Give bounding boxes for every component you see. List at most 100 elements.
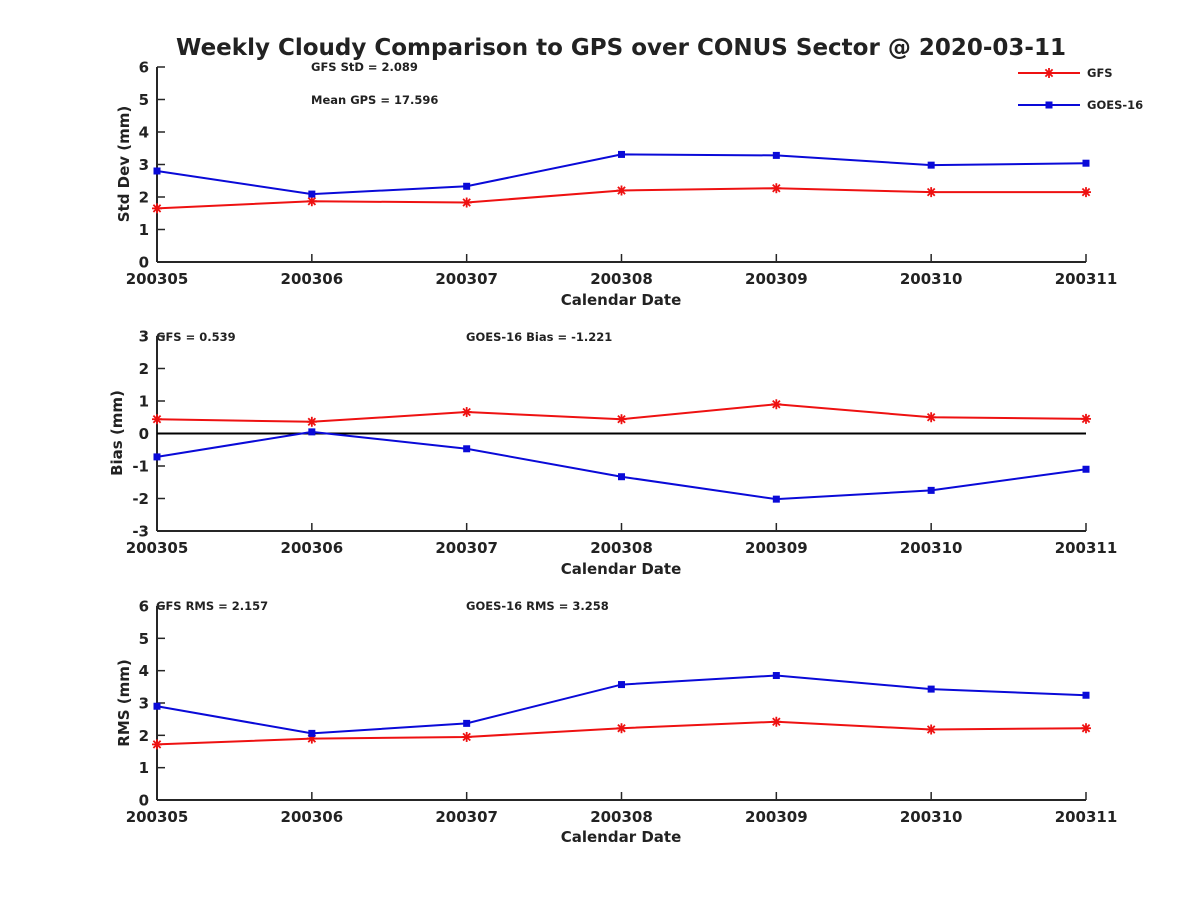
rms-plot: 0 1 2 3 4 5 6 200305 200306 200307 200308 200309 200…: [126, 598, 1118, 827]
mean-gps-annotation: Mean GPS = 17.596: [311, 93, 438, 107]
std-dev-gfs-point: [926, 187, 937, 198]
bias-gfs-point-stroke: [772, 400, 781, 409]
std-dev-gfs-point-stroke: [307, 196, 317, 206]
std-dev-goes-16-point: [618, 150, 625, 158]
std-dev-goes-16-point: [927, 161, 935, 169]
rms-goes-16-point: [927, 685, 935, 693]
rms-gfs-point-stroke: [772, 717, 781, 726]
rms-gfs-point: [926, 724, 937, 735]
bias-gfs-point: [461, 407, 472, 418]
std-dev-xlabel: Calendar Date: [561, 291, 682, 309]
rms-xtick-label: 200311: [1055, 808, 1118, 826]
rms-gfs-point: [771, 716, 782, 727]
std-dev-ytick-label: 0: [139, 254, 149, 272]
bias-gfs-point-stroke: [152, 414, 162, 424]
bias-gfs-point: [771, 399, 782, 410]
rms-ytick-label: 6: [139, 598, 149, 616]
rms-gfs-point: [152, 739, 162, 750]
std-dev-ytick-label: 2: [139, 189, 149, 207]
std-dev-xtick-label: 200308: [590, 270, 653, 288]
gfs-rms-annotation: GFS RMS = 2.157: [156, 599, 268, 613]
gfs-bias-annotation: GFS = 0.539: [156, 330, 236, 344]
goes-rms-annotation: GOES-16 RMS = 3.258: [466, 599, 609, 613]
std-dev-gfs-point: [152, 203, 162, 214]
bias-ytick-label: 0: [139, 425, 149, 443]
std-dev-ytick-label: 6: [139, 59, 149, 77]
std-dev-plot: 0 1 2 3 4 5 6 200305 200306 200307 200308 200309 200…: [126, 59, 1118, 289]
std-dev-gfs-point-stroke: [1081, 187, 1091, 197]
legend-gfs-label: GFS: [1087, 66, 1113, 80]
std-dev-gfs-point: [771, 183, 782, 194]
bias-xtick-label: 200307: [435, 539, 498, 557]
std-dev-ylabel: Std Dev (mm): [115, 106, 133, 223]
bias-gfs-point: [1081, 413, 1091, 424]
rms-goes-16-point: [308, 729, 316, 737]
bias-gfs-point: [306, 416, 317, 427]
rms-gfs-point-stroke: [152, 740, 162, 749]
rms-ytick-label: 4: [139, 662, 149, 680]
bias-gfs-point-stroke: [926, 413, 936, 422]
std-dev-xtick-label: 200305: [126, 270, 189, 288]
legend-gfs-asterisk-stroke: [1044, 68, 1054, 78]
bias-gfs-point: [152, 414, 162, 425]
std-dev-xtick-label: 200310: [900, 270, 963, 288]
std-dev-ytick-label: 1: [139, 221, 149, 239]
bias-xtick-label: 200310: [900, 539, 963, 557]
bias-gfs-point-stroke: [1081, 414, 1091, 424]
rms-goes-16-point: [618, 681, 625, 689]
bias-goes-16-point: [153, 453, 161, 461]
bias-xtick-label: 200311: [1055, 539, 1118, 557]
std-dev-xtick-label: 200306: [281, 270, 344, 288]
bias-panel: Bias (mm) Calendar Date GFS = 0.539 GOES…: [108, 328, 1117, 579]
std-dev-xtick-label: 200309: [745, 270, 808, 288]
rms-xtick-label: 200305: [126, 808, 189, 826]
std-dev-goes-16-point: [308, 190, 316, 198]
bias-xlabel: Calendar Date: [561, 560, 682, 578]
bias-ytick-label: -2: [132, 490, 149, 508]
bias-ytick-label: 2: [139, 360, 149, 378]
legend-gfs-marker: [1044, 68, 1054, 78]
rms-ytick-label: 2: [139, 727, 149, 745]
rms-ytick-label: 0: [139, 792, 149, 810]
gfs-std-annotation: GFS StD = 2.089: [311, 60, 418, 74]
rms-xlabel: Calendar Date: [561, 828, 682, 846]
bias-gfs-point-stroke: [307, 417, 317, 427]
rms-goes-16-point: [772, 672, 780, 680]
rms-xtick-label: 200308: [590, 808, 653, 826]
std-dev-goes-16-point: [463, 182, 471, 190]
std-dev-gfs-point: [1081, 187, 1091, 198]
bias-goes-16-point: [927, 486, 935, 494]
rms-gfs-point-stroke: [926, 725, 936, 734]
std-dev-gfs-point-stroke: [772, 183, 781, 193]
rms-ytick-label: 5: [139, 630, 149, 648]
std-dev-gfs-point: [306, 196, 317, 207]
goes-bias-annotation: GOES-16 Bias = -1.221: [466, 330, 612, 344]
bias-xtick-label: 200306: [281, 539, 344, 557]
rms-goes-16-point: [153, 702, 161, 710]
bias-xtick-label: 200305: [126, 539, 189, 557]
legend-goes-marker: [1045, 101, 1053, 109]
std-dev-gfs-point-stroke: [926, 187, 936, 197]
std-dev-gfs-point: [616, 185, 627, 196]
bias-gfs-point: [616, 414, 627, 425]
std-dev-gfs-point: [461, 197, 472, 208]
std-dev-gfs-point-stroke: [617, 186, 626, 195]
rms-ytick-label: 3: [139, 695, 149, 713]
bias-goes-16-point: [1082, 465, 1090, 473]
rms-xtick-label: 200309: [745, 808, 808, 826]
rms-panel: RMS (mm) Calendar Date GFS RMS = 2.157 G…: [115, 598, 1117, 847]
std-dev-gfs-point-stroke: [152, 204, 162, 213]
bias-goes-16-point: [463, 445, 471, 453]
bias-goes-16-point: [618, 473, 625, 481]
rms-gfs-point: [1081, 723, 1091, 734]
std-dev-goes-16-point: [1082, 159, 1090, 167]
legend-gfs-asterisk: [1044, 68, 1054, 78]
rms-gfs-point-stroke: [617, 723, 626, 733]
std-dev-goes-16-point: [772, 151, 780, 159]
bias-gfs-point-stroke: [462, 407, 471, 417]
rms-ytick-label: 1: [139, 759, 149, 777]
bias-xtick-label: 200308: [590, 539, 653, 557]
std-dev-gfs-point-stroke: [462, 198, 471, 207]
bias-gfs-point: [926, 412, 937, 423]
